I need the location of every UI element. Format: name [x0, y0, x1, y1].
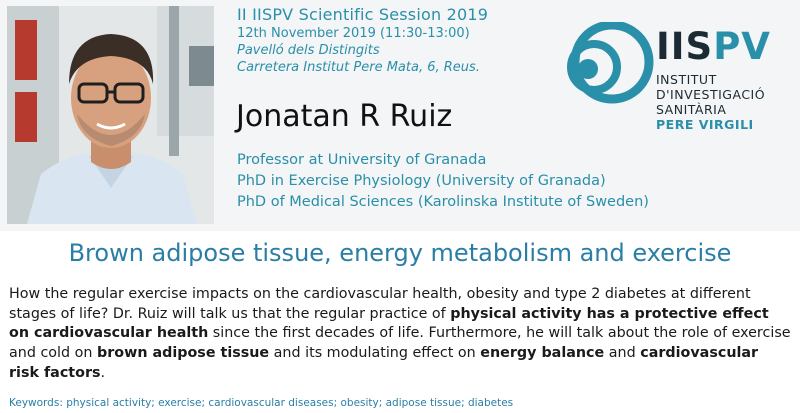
event-title: II IISPV Scientific Session 2019	[237, 5, 567, 25]
abstract-text: and	[604, 345, 641, 362]
abstract-highlight: cardiovascular risk factors	[9, 345, 759, 381]
affiliation-item: PhD of Medical Sciences (Karolinska Inst…	[237, 194, 649, 210]
event-address: Carretera Institut Pere Mata, 6, Reus.	[237, 60, 480, 75]
event-title-brand: IIS	[252, 5, 273, 24]
event-date: 12th November 2019 (11:30-13:00)	[237, 26, 470, 41]
event-venue: Pavelló dels Distingits	[237, 43, 380, 58]
logo-iis: IIS	[656, 25, 714, 68]
logo-line-4: PERE VIRGILI	[656, 117, 754, 132]
logo-line-1: INSTITUT	[656, 72, 717, 87]
logo-pv: PV	[713, 25, 771, 68]
abstract-highlight: energy balance	[480, 345, 605, 362]
talk-abstract: How the regular exercise impacts on the …	[9, 285, 791, 384]
concentric-circles-logo-icon	[567, 22, 654, 104]
affiliation-item: Professor at University of Granada	[237, 152, 487, 168]
abstract-highlight: physical activity has a protective effec…	[9, 305, 769, 342]
logo-line-3: SANITÀRIA	[656, 102, 727, 117]
affiliation-item: PhD in Exercise Physiology (University o…	[237, 173, 606, 189]
logo-subtitle: INSTITUT D'INVESTIGACIÓ SANITÀRIA PERE V…	[656, 72, 765, 132]
speaker-affiliations: Professor at University of Granada PhD i…	[237, 150, 649, 213]
abstract-text: and its modulating effect on	[269, 345, 481, 362]
event-title-rest: PV Scientific Session 2019	[272, 5, 489, 24]
talk-title: Brown adipose tissue, energy metabolism …	[68, 239, 732, 267]
logo-line-2: D'INVESTIGACIÓ	[656, 87, 766, 102]
logo-wordmark: IISPV	[656, 27, 771, 67]
keywords: Keywords: physical activity; exercise; c…	[9, 397, 514, 409]
abstract-text: .	[100, 364, 106, 381]
abstract-text: since the first decades of life. Further…	[9, 325, 791, 362]
iispv-logo: IISPV INSTITUT D'INVESTIGACIÓ SANITÀRIA …	[560, 22, 800, 137]
event-info: II IISPV Scientific Session 2019 12th No…	[237, 5, 567, 76]
speaker-photo	[7, 6, 214, 224]
speaker-portrait-illustration	[7, 6, 214, 224]
abstract-highlight: brown adipose tissue	[97, 345, 270, 362]
speaker-name: Jonatan R Ruiz	[236, 99, 453, 134]
abstract-text: How the regular exercise impacts on the …	[9, 286, 751, 322]
event-title-prefix: II	[237, 5, 253, 24]
